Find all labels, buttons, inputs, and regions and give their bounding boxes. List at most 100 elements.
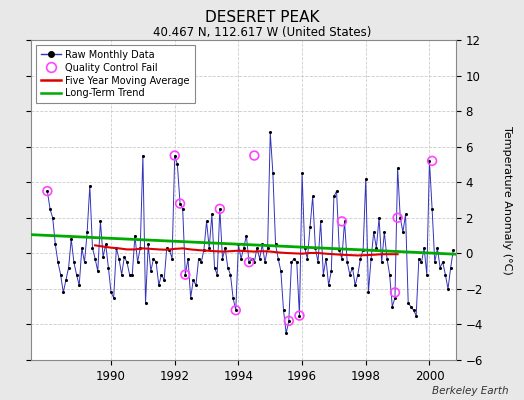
Point <box>49 214 57 221</box>
Point <box>401 211 410 218</box>
Point <box>179 206 187 212</box>
Point <box>314 259 322 266</box>
Point <box>253 245 261 251</box>
Point <box>165 246 173 253</box>
Point <box>279 307 288 314</box>
Text: Berkeley Earth: Berkeley Earth <box>432 386 508 396</box>
Point <box>162 245 171 251</box>
Point <box>425 158 434 164</box>
Point <box>322 256 330 262</box>
Point <box>51 241 60 248</box>
Point <box>160 277 168 283</box>
Point <box>449 246 457 253</box>
Point <box>210 264 219 271</box>
Point <box>423 272 431 278</box>
Point <box>43 188 51 194</box>
Point <box>316 218 325 224</box>
Point <box>110 294 118 301</box>
Point <box>295 312 303 319</box>
Point <box>136 245 145 251</box>
Point <box>409 307 418 314</box>
Point <box>221 245 230 251</box>
Point <box>170 152 179 159</box>
Point <box>285 318 293 324</box>
Point <box>332 188 341 194</box>
Point <box>57 272 65 278</box>
Point <box>91 256 100 262</box>
Point <box>128 272 136 278</box>
Point <box>123 259 131 266</box>
Text: 40.467 N, 112.617 W (United States): 40.467 N, 112.617 W (United States) <box>153 26 371 39</box>
Point <box>234 241 243 248</box>
Point <box>362 176 370 182</box>
Point <box>414 256 423 262</box>
Point <box>43 188 51 194</box>
Point <box>348 264 357 271</box>
Point <box>446 264 455 271</box>
Point <box>144 241 152 248</box>
Point <box>102 241 110 248</box>
Point <box>364 289 373 296</box>
Point <box>250 152 258 159</box>
Point <box>139 152 147 159</box>
Point <box>197 259 205 266</box>
Point <box>239 245 248 251</box>
Point <box>383 256 391 262</box>
Text: DESERET PEAK: DESERET PEAK <box>205 10 319 25</box>
Point <box>282 330 290 336</box>
Point <box>258 241 267 248</box>
Point <box>290 256 298 262</box>
Point <box>396 214 405 221</box>
Point <box>256 256 264 262</box>
Point <box>311 245 320 251</box>
Point <box>337 218 346 224</box>
Point <box>354 272 362 278</box>
Point <box>250 259 258 266</box>
Point <box>224 264 232 271</box>
Point <box>285 318 293 324</box>
Point <box>176 200 184 207</box>
Point <box>298 170 307 176</box>
Point <box>59 289 68 296</box>
Point <box>367 256 375 262</box>
Point <box>130 232 139 239</box>
Point <box>431 259 439 266</box>
Point <box>377 259 386 266</box>
Point <box>173 161 181 168</box>
Point <box>78 245 86 251</box>
Point <box>428 158 436 164</box>
Point <box>346 272 354 278</box>
Point <box>125 272 134 278</box>
Point <box>303 256 312 262</box>
Point <box>120 254 128 260</box>
Point <box>394 214 402 221</box>
Point <box>404 300 412 306</box>
Point <box>194 256 203 262</box>
Point <box>407 304 415 310</box>
Point <box>88 245 96 251</box>
Point <box>192 282 200 288</box>
Point <box>170 152 179 159</box>
Point <box>306 224 314 230</box>
Y-axis label: Temperature Anomaly (°C): Temperature Anomaly (°C) <box>503 126 512 274</box>
Point <box>46 206 54 212</box>
Point <box>388 304 397 310</box>
Point <box>399 229 407 235</box>
Point <box>216 206 224 212</box>
Point <box>155 282 163 288</box>
Point <box>208 211 216 218</box>
Point <box>391 294 399 301</box>
Point <box>335 246 343 253</box>
Point <box>213 272 221 278</box>
Point <box>67 236 75 242</box>
Point <box>112 245 121 251</box>
Point <box>356 256 365 262</box>
Point <box>266 129 275 136</box>
Point <box>64 264 73 271</box>
Point <box>420 245 428 251</box>
Point <box>219 256 227 262</box>
Point <box>292 259 301 266</box>
Point <box>134 259 142 266</box>
Point <box>242 232 250 239</box>
Point <box>94 268 102 274</box>
